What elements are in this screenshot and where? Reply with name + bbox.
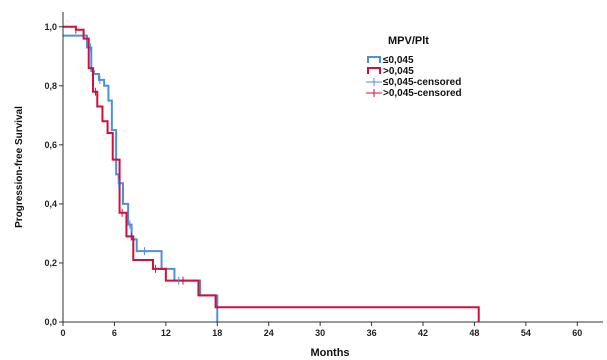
y-tick-label: 0,0 bbox=[44, 317, 57, 327]
legend-label: >0,045-censored bbox=[383, 88, 462, 99]
y-tick-label: 0,8 bbox=[44, 81, 57, 91]
y-tick-label: 1,0 bbox=[44, 22, 57, 32]
x-tick-label: 18 bbox=[212, 328, 222, 338]
survival-line-high bbox=[63, 25, 480, 322]
x-ticks: 0 6 12 18 24 30 36 42 48 54 60 bbox=[60, 322, 582, 338]
legend-entry: ≤0,045 bbox=[367, 55, 414, 66]
x-tick-label: 12 bbox=[161, 328, 171, 338]
x-tick-label: 6 bbox=[112, 328, 117, 338]
legend-label: ≤0,045-censored bbox=[383, 77, 461, 88]
y-tick-label: 0,2 bbox=[44, 258, 57, 268]
legend-entry: >0,045 bbox=[367, 66, 414, 77]
x-tick-label: 30 bbox=[315, 328, 325, 338]
survival-line-low bbox=[63, 34, 219, 322]
legend-label: >0,045 bbox=[383, 66, 414, 77]
legend-swatch bbox=[367, 67, 381, 74]
legend-entry: ≤0,045-censored bbox=[366, 77, 461, 88]
axes: 0 6 12 18 24 30 36 42 48 54 60 0,00,20,40,60,81,0 … bbox=[14, 12, 603, 359]
y-axis-title: Progression-free Survival bbox=[14, 106, 25, 228]
y-tick-label: 0,6 bbox=[44, 140, 57, 150]
y-ticks: 0,0 0,2 0,4 0,6 0,8 1,0 bbox=[44, 22, 63, 327]
legend-entry: >0,045-censored bbox=[366, 88, 462, 99]
x-tick-label: 36 bbox=[367, 328, 377, 338]
x-tick-label: 60 bbox=[572, 328, 582, 338]
legend: MPV/Plt ≤0,045>0,045≤0,045-censored>0,04… bbox=[366, 35, 462, 99]
legend-entries: ≤0,045>0,045≤0,045-censored>0,045-censor… bbox=[366, 55, 462, 99]
x-tick-label: 48 bbox=[469, 328, 479, 338]
x-tick-label: 24 bbox=[264, 328, 274, 338]
y-tick-label: 0,4 bbox=[44, 199, 57, 209]
legend-title: MPV/Plt bbox=[388, 35, 429, 47]
x-axis-title: Months bbox=[310, 347, 349, 359]
legend-swatch bbox=[367, 56, 381, 63]
x-tick-label: 0 bbox=[60, 328, 65, 338]
legend-label: ≤0,045 bbox=[383, 55, 414, 66]
x-tick-label: 54 bbox=[521, 328, 531, 338]
plot-area bbox=[63, 25, 480, 322]
x-tick-label: 42 bbox=[418, 328, 428, 338]
